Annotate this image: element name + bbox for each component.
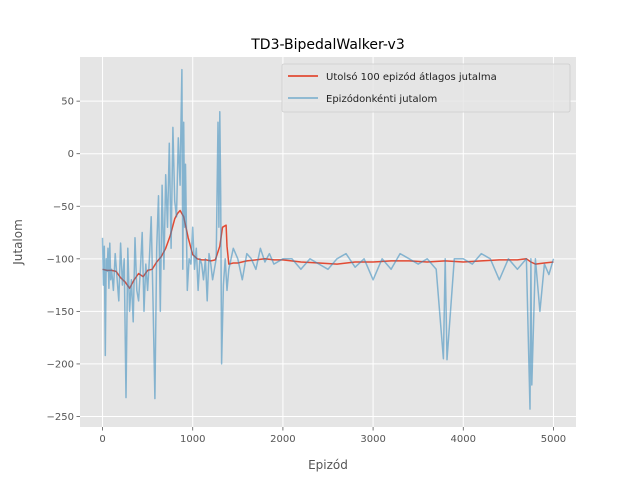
y-tick-label: −150 <box>47 307 74 318</box>
legend: Utolsó 100 epizód átlagos jutalma Epizód… <box>281 63 571 113</box>
y-tick-label: −50 <box>53 202 74 213</box>
y-tick-label: −250 <box>47 412 74 423</box>
x-axis-title: Epizód <box>308 458 348 472</box>
x-tick-label: 0 <box>99 434 105 445</box>
legend-box <box>281 63 571 113</box>
chart-title: TD3-BipedalWalker-v3 <box>250 37 405 53</box>
y-tick-label: −200 <box>47 359 74 370</box>
x-tick-label: 5000 <box>541 434 566 445</box>
x-tick-label: 3000 <box>360 434 385 445</box>
y-tick-label: 0 <box>68 149 74 160</box>
x-tick-label: 1000 <box>180 434 205 445</box>
episode-reward-line <box>101 68 555 410</box>
x-tick-label: 4000 <box>451 434 476 445</box>
y-axis-title: Jutalom <box>11 219 25 266</box>
legend-label-episode: Epizódonkénti jutalom <box>326 93 437 105</box>
x-tick-label: 2000 <box>270 434 295 445</box>
legend-label-average: Utolsó 100 epizód átlagos jutalma <box>326 71 497 83</box>
axis-ticks: 0 1000 2000 3000 4000 5000 −250 −200 −150 −100 −50… <box>47 97 567 445</box>
series-group <box>101 68 555 410</box>
y-tick-label: 50 <box>61 97 74 108</box>
y-tick-label: −100 <box>47 254 74 265</box>
